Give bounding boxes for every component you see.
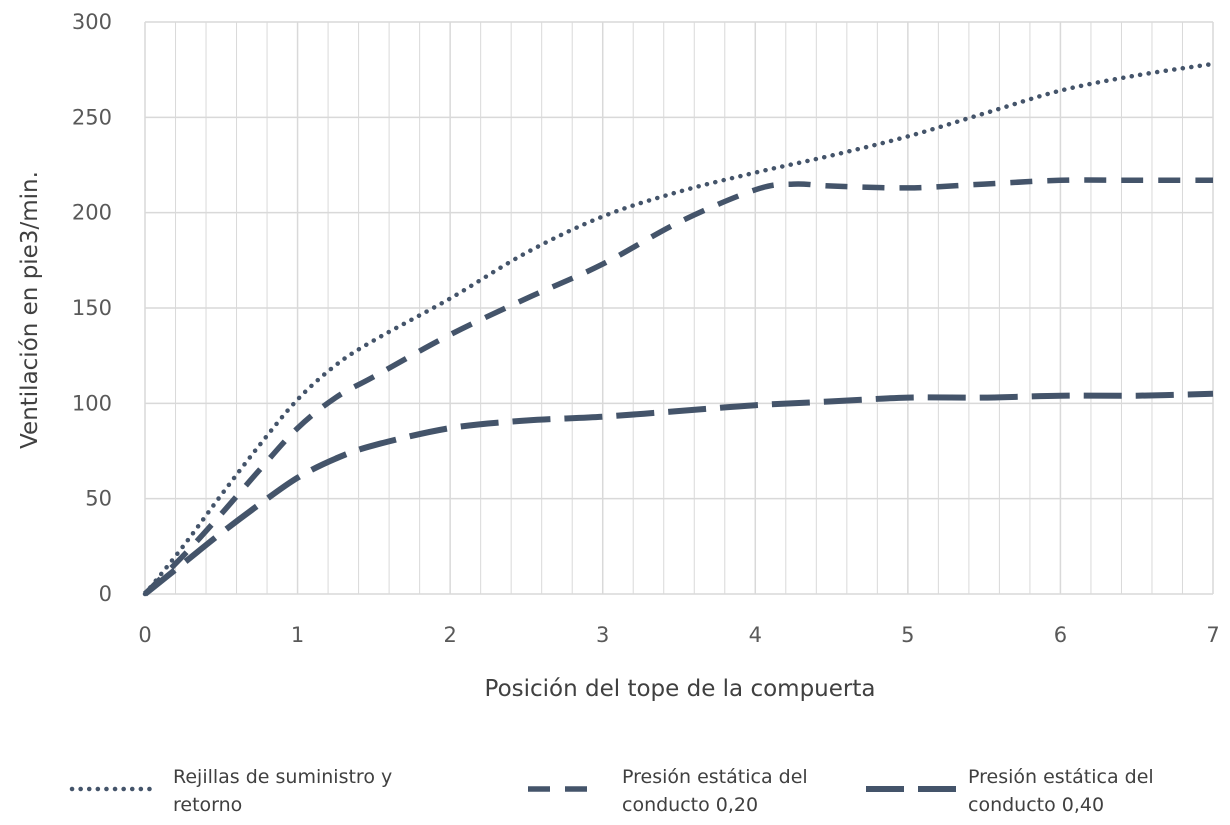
legend-label: Presión estática del: [968, 766, 1154, 788]
x-tick-label: 3: [596, 623, 609, 647]
legend-label: Presión estática del: [622, 766, 808, 788]
legend: Rejillas de suministro y retorno Presión e…: [69, 766, 1154, 816]
series-line-2: [143, 177, 1213, 596]
y-tick-label: 0: [99, 582, 112, 606]
series-line-1: [142, 61, 1216, 597]
y-tick-label: 300: [72, 10, 112, 34]
legend-label: conducto 0,40: [968, 794, 1104, 816]
y-axis-title: Ventilación en pie3/min.: [17, 171, 43, 449]
series-line-3: [143, 390, 1214, 597]
x-tick-label: 7: [1206, 623, 1219, 647]
y-tick-label: 100: [72, 391, 112, 415]
legend-label: retorno: [173, 794, 242, 816]
legend-item: Presión estática del conducto 0,40: [866, 766, 1154, 816]
legend-label: conducto 0,20: [622, 794, 758, 816]
x-tick-label: 6: [1054, 623, 1067, 647]
x-tick-label: 5: [901, 623, 914, 647]
legend-item: Rejillas de suministro y retorno: [69, 766, 392, 816]
legend-item: Presión estática del conducto 0,20: [528, 766, 808, 816]
y-tick-label: 50: [85, 487, 112, 511]
tick-labels: 0 1 2 3 4 5 6 7 0 50 100 150 200 250 300: [72, 10, 1220, 647]
grid: [144, 21, 1214, 595]
y-tick-label: 200: [72, 201, 112, 225]
x-axis-title: Posición del tope de la compuerta: [485, 676, 876, 702]
y-tick-label: 150: [72, 296, 112, 320]
x-tick-label: 1: [291, 623, 304, 647]
x-tick-label: 2: [443, 623, 456, 647]
legend-label: Rejillas de suministro y: [173, 766, 392, 788]
x-tick-label: 4: [749, 623, 762, 647]
series-lines: [142, 61, 1216, 597]
y-tick-label: 250: [72, 105, 112, 129]
x-tick-label: 0: [138, 623, 151, 647]
